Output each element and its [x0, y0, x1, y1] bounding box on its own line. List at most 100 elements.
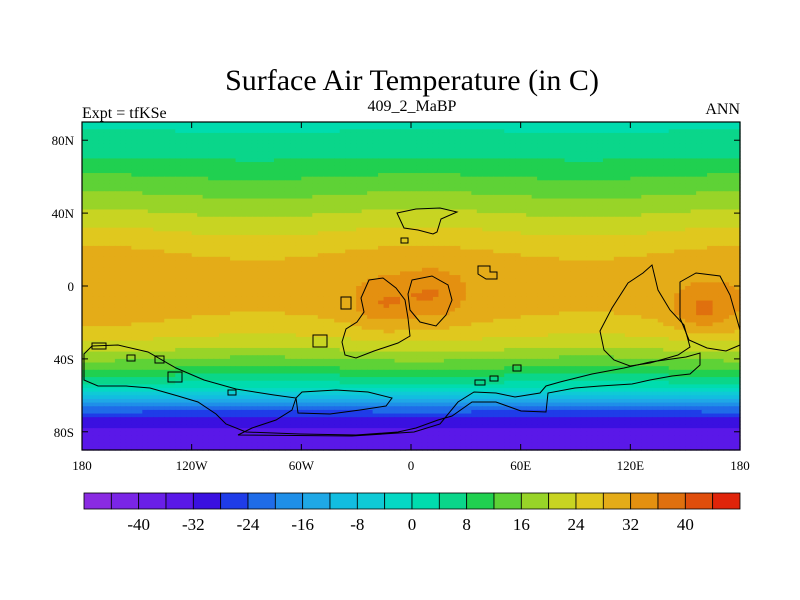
temperature-cell: [619, 256, 626, 262]
temperature-cell: [602, 245, 609, 251]
temperature-cell: [208, 132, 215, 138]
temperature-cell: [345, 122, 352, 127]
temperature-cell: [169, 224, 176, 229]
temperature-cell: [169, 162, 176, 167]
temperature-cell: [679, 231, 686, 236]
temperature-cell: [284, 194, 291, 200]
temperature-cell: [608, 169, 615, 174]
temperature-cell: [323, 264, 330, 269]
temperature-cell: [147, 256, 154, 262]
temperature-cell: [301, 173, 308, 178]
temperature-cell: [328, 260, 335, 265]
temperature-cell: [312, 264, 319, 269]
temperature-cell: [553, 194, 560, 200]
temperature-cell: [427, 256, 434, 262]
temperature-cell: [498, 129, 505, 134]
temperature-cell: [668, 264, 675, 269]
temperature-cell: [515, 231, 522, 236]
temperature-cell: [531, 162, 538, 167]
temperature-cell: [219, 187, 226, 192]
temperature-cell: [597, 173, 604, 178]
temperature-cell: [641, 165, 648, 170]
temperature-cell: [394, 216, 401, 221]
temperature-cell: [279, 220, 286, 225]
temperature-cell: [383, 242, 390, 247]
temperature-cell: [729, 165, 736, 170]
temperature-cell: [273, 136, 280, 141]
temperature-cell: [136, 122, 143, 127]
temperature-cell: [712, 213, 719, 218]
temperature-cell: [559, 256, 566, 262]
temperature-cell: [674, 187, 681, 192]
temperature-cell: [268, 267, 275, 273]
temperature-cell: [334, 132, 341, 138]
temperature-cell: [186, 125, 193, 130]
temperature-cell: [635, 202, 642, 207]
temperature-cell: [109, 180, 116, 185]
temperature-cell: [334, 271, 341, 276]
temperature-cell: [646, 147, 653, 152]
temperature-cell: [476, 140, 483, 145]
temperature-cell: [635, 176, 642, 181]
temperature-cell: [657, 260, 664, 265]
temperature-cell: [175, 173, 182, 178]
temperature-cell: [317, 234, 324, 240]
temperature-cell: [394, 245, 401, 251]
temperature-cell: [471, 249, 478, 254]
temperature-cell: [158, 136, 165, 141]
temperature-cell: [586, 176, 593, 181]
temperature-cell: [350, 194, 357, 200]
temperature-cell: [306, 173, 313, 178]
temperature-cell: [438, 143, 445, 149]
temperature-cell: [701, 234, 708, 240]
temperature-cell: [186, 238, 193, 243]
temperature-cell: [323, 125, 330, 130]
temperature-cell: [646, 194, 653, 200]
temperature-cell: [602, 234, 609, 240]
temperature-cell: [98, 143, 105, 149]
temperature-cell: [394, 165, 401, 170]
temperature-cell: [411, 165, 418, 170]
temperature-cell: [92, 245, 100, 251]
temperature-cell: [378, 125, 385, 130]
temperature-cell: [635, 260, 642, 265]
temperature-cell: [559, 264, 566, 269]
temperature-cell: [136, 136, 143, 141]
temperature-cell: [367, 231, 374, 236]
temperature-cell: [394, 231, 401, 236]
temperature-cell: [471, 205, 478, 211]
temperature-cell: [679, 253, 686, 258]
temperature-cell: [542, 165, 549, 170]
temperature-cell: [537, 209, 544, 214]
temperature-cell: [383, 249, 390, 254]
temperature-cell: [180, 151, 187, 156]
temperature-cell: [476, 202, 483, 207]
temperature-cell: [312, 216, 319, 221]
temperature-cell: [624, 267, 631, 273]
temperature-cell: [663, 183, 670, 189]
temperature-cell: [526, 253, 533, 258]
temperature-cell: [92, 176, 100, 181]
temperature-cell: [142, 198, 149, 203]
temperature-cell: [542, 154, 549, 160]
temperature-cell: [641, 125, 648, 130]
temperature-cell: [273, 165, 280, 170]
temperature-cell: [690, 260, 697, 265]
temperature-cell: [674, 198, 681, 203]
temperature-cell: [82, 122, 89, 127]
temperature-cell: [394, 209, 401, 214]
temperature-cell: [372, 224, 379, 229]
temperature-cell: [454, 227, 461, 232]
temperature-cell: [635, 191, 642, 196]
temperature-cell: [328, 191, 335, 196]
temperature-cell: [531, 158, 538, 163]
temperature-cell: [476, 169, 483, 174]
temperature-cell: [98, 191, 105, 196]
temperature-cell: [471, 132, 478, 138]
temperature-cell: [400, 173, 407, 178]
temperature-cell: [295, 224, 302, 229]
temperature-cell: [131, 158, 138, 163]
temperature-cell: [279, 213, 286, 218]
temperature-cell: [570, 151, 577, 156]
temperature-cell: [712, 256, 719, 262]
